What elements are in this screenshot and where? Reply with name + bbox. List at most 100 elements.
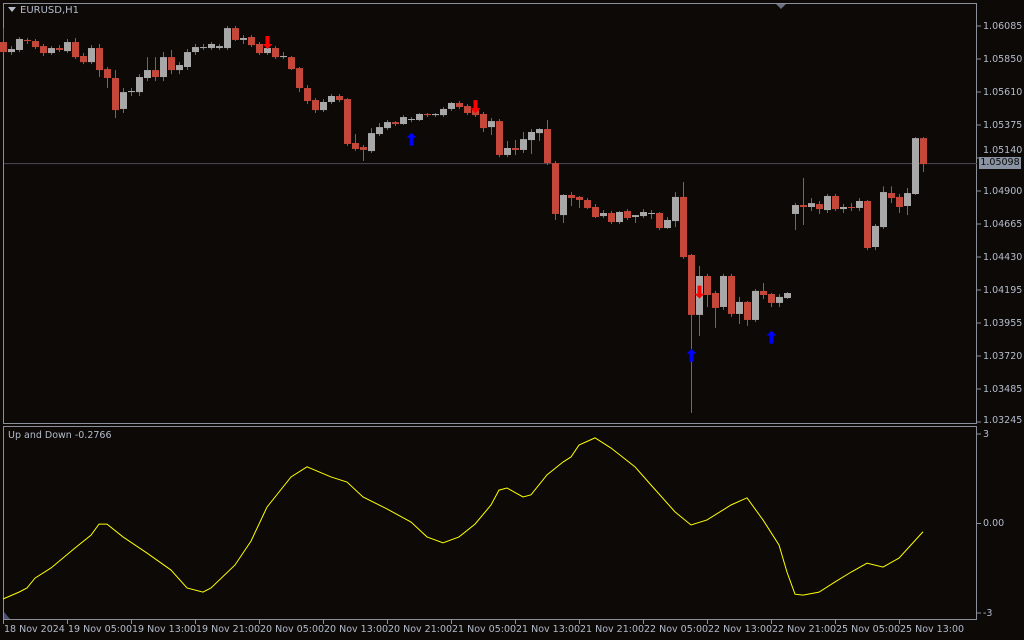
indicator-panel[interactable] bbox=[3, 426, 977, 620]
time-tick-label: 20 Nov 05:00 bbox=[260, 624, 325, 635]
bear-candle bbox=[336, 95, 343, 101]
bull-candle bbox=[216, 46, 223, 49]
bear-candle bbox=[312, 100, 319, 111]
time-tick-label: 25 Nov 05:00 bbox=[836, 624, 901, 635]
bear-candle bbox=[888, 193, 895, 199]
current-price-label: 1.05098 bbox=[979, 157, 1021, 169]
bull-candle bbox=[280, 55, 287, 58]
indicator-line bbox=[2, 437, 924, 600]
indicator-corner-icon bbox=[4, 612, 10, 619]
down-arrow-icon bbox=[694, 285, 705, 299]
bear-candle bbox=[864, 200, 871, 248]
bull-candle bbox=[200, 47, 207, 49]
bull-candle bbox=[368, 133, 375, 152]
bull-candle bbox=[384, 122, 391, 129]
bear-candle bbox=[344, 99, 351, 144]
bull-candle bbox=[616, 212, 623, 223]
price-tick-label: 1.06085 bbox=[983, 20, 1023, 32]
bull-candle bbox=[416, 113, 423, 120]
bull-candle bbox=[136, 77, 143, 93]
bear-candle bbox=[56, 48, 63, 50]
bear-candle bbox=[760, 290, 767, 295]
price-tick-label: 1.04665 bbox=[983, 218, 1023, 230]
bear-candle bbox=[248, 37, 255, 46]
bear-candle bbox=[104, 69, 111, 79]
up-arrow-icon bbox=[686, 348, 697, 362]
time-tick-label: 18 Nov 2024 bbox=[4, 624, 65, 635]
bear-candle bbox=[232, 28, 239, 40]
bear-candle bbox=[544, 129, 551, 164]
down-arrow-icon bbox=[470, 100, 481, 114]
bear-candle bbox=[296, 68, 303, 89]
bear-candle bbox=[496, 121, 503, 155]
bull-candle bbox=[240, 37, 247, 40]
bull-candle bbox=[632, 215, 639, 218]
bear-candle bbox=[80, 55, 87, 63]
bear-candle bbox=[680, 196, 687, 258]
time-tick-label: 20 Nov 13:00 bbox=[324, 624, 389, 635]
indicator-tick-label: -3 bbox=[983, 607, 993, 619]
bear-candle bbox=[424, 113, 431, 116]
indicator-label: Up and Down -0.2766 bbox=[8, 430, 112, 441]
time-tick-label: 19 Nov 05:00 bbox=[68, 624, 133, 635]
bull-candle bbox=[792, 205, 799, 214]
bull-candle bbox=[784, 293, 791, 299]
bull-candle bbox=[872, 225, 879, 248]
bear-candle bbox=[152, 70, 159, 78]
symbol-label: EURUSD,H1 bbox=[20, 5, 80, 16]
main-chart-panel[interactable] bbox=[3, 3, 977, 424]
time-tick-label: 21 Nov 13:00 bbox=[516, 624, 581, 635]
bull-candle bbox=[264, 48, 271, 54]
price-tick-label: 1.03720 bbox=[983, 350, 1023, 362]
price-tick-label: 1.04900 bbox=[983, 185, 1023, 197]
bear-candle bbox=[480, 113, 487, 129]
bull-candle bbox=[64, 42, 71, 52]
bull-candle bbox=[880, 192, 887, 228]
bear-candle bbox=[688, 254, 695, 315]
bull-candle bbox=[224, 28, 231, 49]
bear-candle bbox=[304, 88, 311, 102]
time-tick-label: 20 Nov 21:00 bbox=[388, 624, 453, 635]
price-tick-label: 1.05850 bbox=[983, 53, 1023, 65]
bear-candle bbox=[0, 42, 7, 53]
chart-title[interactable]: EURUSD,H1 bbox=[8, 5, 79, 16]
bear-candle bbox=[920, 138, 927, 165]
bull-candle bbox=[536, 129, 543, 134]
price-tick-label: 1.03245 bbox=[983, 415, 1023, 426]
indicator-tick-label: 0.00 bbox=[983, 518, 1005, 529]
bull-candle bbox=[560, 194, 567, 216]
bull-candle bbox=[904, 193, 911, 207]
bear-candle bbox=[24, 39, 31, 42]
bear-candle bbox=[624, 211, 631, 219]
time-tick-label: 21 Nov 05:00 bbox=[452, 624, 517, 635]
time-tick-label: 19 Nov 13:00 bbox=[132, 624, 197, 635]
bear-candle bbox=[728, 276, 735, 314]
bull-candle bbox=[184, 52, 191, 67]
bull-candle bbox=[504, 148, 511, 155]
bull-candle bbox=[672, 196, 679, 222]
bear-candle bbox=[168, 57, 175, 71]
bull-candle bbox=[856, 200, 863, 208]
bull-candle bbox=[8, 49, 15, 53]
time-tick-label: 22 Nov 21:00 bbox=[772, 624, 837, 635]
bear-candle bbox=[256, 43, 263, 54]
bear-candle bbox=[272, 48, 279, 58]
price-tick-label: 1.04195 bbox=[983, 284, 1023, 296]
bear-candle bbox=[848, 206, 855, 208]
bear-candle bbox=[656, 212, 663, 229]
bull-candle bbox=[720, 276, 727, 307]
bear-candle bbox=[704, 276, 711, 295]
price-tick-label: 1.05140 bbox=[983, 145, 1023, 156]
price-tick-label: 1.04430 bbox=[983, 251, 1023, 263]
bull-candle bbox=[912, 138, 919, 195]
bear-candle bbox=[464, 106, 471, 114]
bull-candle bbox=[192, 47, 199, 53]
bull-candle bbox=[48, 48, 55, 54]
bull-candle bbox=[648, 212, 655, 214]
down-arrow-icon bbox=[262, 36, 273, 50]
bear-candle bbox=[816, 204, 823, 210]
dropdown-triangle-icon[interactable] bbox=[8, 7, 16, 12]
bull-candle bbox=[128, 90, 135, 93]
bear-candle bbox=[896, 196, 903, 207]
